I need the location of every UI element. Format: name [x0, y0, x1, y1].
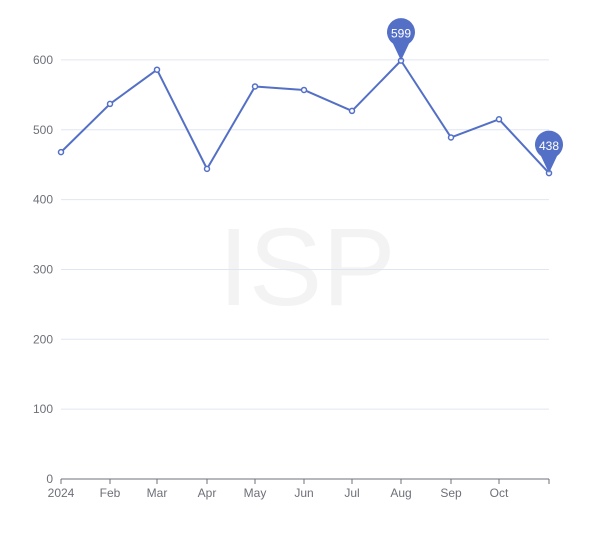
pin-shape — [535, 130, 563, 174]
series-polyline — [60, 59, 550, 174]
data-point — [251, 83, 259, 90]
series-line — [57, 57, 553, 177]
x-tick-label: 2024 — [48, 486, 75, 500]
data-point — [447, 134, 455, 141]
data-point — [153, 66, 161, 73]
x-tick-label: Mar — [147, 486, 168, 500]
max-value-pin: 599 — [387, 18, 416, 61]
data-point — [106, 100, 114, 108]
y-tick-label: 500 — [33, 123, 53, 137]
watermark-text: ISP — [218, 206, 395, 329]
y-tick-label: 100 — [33, 402, 53, 416]
data-point — [495, 116, 503, 123]
y-tick-label: 200 — [33, 332, 53, 346]
pin-shape — [387, 18, 416, 61]
y-tick-label: 0 — [46, 472, 53, 486]
x-tick-label: May — [244, 486, 267, 500]
data-point — [203, 165, 211, 173]
y-tick-label: 300 — [33, 262, 53, 276]
x-tick-label: Sep — [440, 486, 462, 500]
y-tick-label: 600 — [33, 53, 53, 67]
x-tick-label: Jun — [294, 486, 313, 500]
y-tick-label: 400 — [33, 193, 53, 207]
pin-label: 438 — [539, 139, 559, 153]
data-point — [57, 148, 65, 156]
x-axis: 2024 Feb Mar Apr May Jun Jul Aug Sep Oct — [48, 478, 550, 500]
pin-label: 599 — [391, 27, 411, 41]
x-tick-label: Apr — [198, 486, 217, 500]
grid-lines: 0 100 200 300 400 500 600 — [33, 53, 549, 486]
data-point — [348, 107, 356, 115]
x-tick-label: Jul — [344, 486, 359, 500]
x-tick-label: Oct — [490, 486, 509, 500]
min-value-pin: 438 — [535, 130, 563, 174]
x-tick-label: Aug — [390, 486, 411, 500]
value-markers: 599 438 — [387, 18, 563, 174]
data-point — [300, 86, 308, 94]
x-tick-label: Feb — [100, 486, 121, 500]
